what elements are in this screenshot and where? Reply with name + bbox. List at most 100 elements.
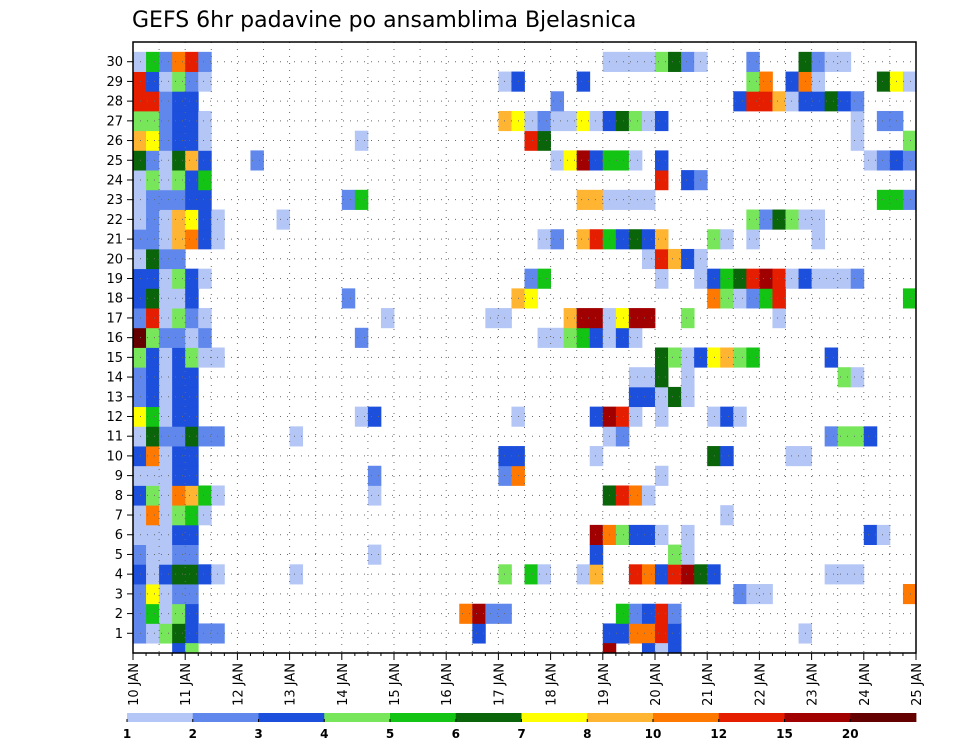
cell-m7-t1 [146,505,160,526]
y-tick-label: 25 [106,154,123,169]
cell-m13-t0 [133,386,147,408]
cell-m9-t0 [133,465,147,486]
cell-m28-t4 [185,91,199,112]
cell-m10-t2 [159,446,173,467]
cell-m2-t0 [133,603,147,624]
x-tick-label: 21 JAN [701,663,716,706]
cell-m8-t2 [159,485,173,506]
cell-m22-t1 [146,209,160,230]
x-tick-label: 24 JAN [858,663,873,706]
cell-m15-t2 [159,347,173,368]
cell-m19-t4 [185,268,199,289]
cell-m4-t38 [628,564,643,585]
colorbar-swatch [390,713,457,722]
cell-m11-t1 [146,426,160,447]
cell-m30-t53 [824,51,839,72]
cell-m1-t4 [185,623,199,644]
cell-m4-t2 [159,564,173,585]
cell-m19-t52 [811,268,826,289]
cell-m26-t5 [198,130,212,151]
cell-m26-t59 [902,130,917,151]
cell-m6-t42 [681,524,695,545]
cell-m18-t2 [159,288,173,309]
cell-m22-t50 [785,209,799,230]
cell-m7-t4 [185,505,199,526]
cell-m30-t42 [681,51,695,72]
cell-m2-t37 [615,603,630,624]
cell-m3-t3 [172,584,186,605]
cell-m1-t3 [172,623,186,644]
cell-m4-t40 [655,564,669,585]
cell-m6-t0 [133,524,147,545]
cell-m26-t30 [524,130,538,151]
cell-m2-t41 [668,603,682,624]
cell-m26-t2 [159,130,173,151]
cell-m28-t52 [811,91,826,112]
y-tick-label: 15 [106,351,123,366]
cell-m24-t42 [681,170,695,191]
cell-m2-t40 [655,603,669,624]
cell-m2-t28 [498,603,512,624]
cell-m10-t44 [707,446,721,467]
cell-m28-t55 [850,91,865,112]
x-tick-label: 22 JAN [753,663,768,706]
cell-m4-t42 [681,564,695,585]
cell-m2-t38 [628,603,643,624]
cell-m13-t41 [668,386,682,408]
cell-m19-t47 [746,268,760,289]
cell-m1-t41 [668,623,682,644]
cell-m22-t47 [746,209,760,230]
cell-m4-t30 [524,564,538,585]
cell-m19-t45 [720,268,734,289]
cell-m17-t38 [628,308,643,329]
cell-m4-t12 [289,564,304,585]
cell-m17-t39 [641,308,656,329]
cell-m29-t57 [876,71,891,92]
cell-m30-t2 [159,51,173,72]
cell-m21-t44 [707,229,721,250]
cell-m10-t3 [172,446,186,467]
cell-m8-t3 [172,485,186,506]
cell-m5-t0 [133,544,147,565]
cell-m27-t30 [524,110,538,132]
cell-m22-t6 [211,209,225,230]
cell-m16-t35 [589,327,604,348]
cell-m8-t39 [641,485,656,506]
cell-m23-t1 [146,189,160,210]
chart-title: GEFS 6hr padavine po ansamblima Bjelasni… [132,8,636,33]
cell-m12-t40 [655,406,669,427]
cell-m28-t47 [746,91,760,112]
cell-m30-t4 [185,51,199,72]
cell-m14-t38 [628,367,643,388]
cell-m20-t42 [681,248,695,270]
y-tick-label: 17 [106,311,123,326]
cell-m6-t3 [172,524,186,545]
cell-m19-t55 [850,268,865,289]
cell-m28-t32 [550,91,565,112]
cell-m15-t41 [668,347,682,368]
cell-m26-t3 [172,130,186,151]
cell-m3-t46 [733,584,747,605]
cell-m28-t1 [146,91,160,112]
cell-m23-t4 [185,189,199,210]
cell-m22-t52 [811,209,826,230]
cell-m18-t30 [524,288,538,309]
cell-m21-t0 [133,229,147,250]
cell-m13-t4 [185,386,199,408]
cell-m24-t3 [172,170,186,191]
cell-m14-t3 [172,367,186,388]
cell-m11-t12 [289,426,304,447]
cell-m19-t1 [146,268,160,289]
cell-m30-t0 [133,51,147,72]
cell-m22-t3 [172,209,186,230]
cell-m4-t54 [837,564,852,585]
cell-m29-t3 [172,71,186,92]
cell-m26-t17 [354,130,369,151]
cell-m16-t38 [628,327,643,348]
cell-m17-t19 [380,308,395,329]
cell-m28-t53 [824,91,839,112]
cell-m21-t1 [146,229,160,250]
cell-m19-t44 [707,268,721,289]
cell-m21-t39 [641,229,656,250]
cell-m29-t48 [759,71,773,92]
